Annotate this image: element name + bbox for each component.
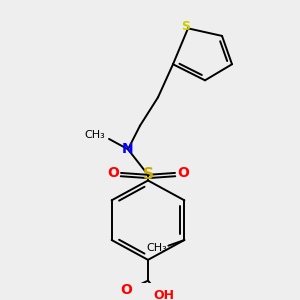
Text: O: O [120, 283, 132, 297]
Text: S: S [142, 167, 154, 182]
Text: CH₃: CH₃ [85, 130, 105, 140]
Text: O: O [177, 166, 189, 180]
Text: N: N [122, 142, 134, 156]
Text: S: S [182, 20, 190, 33]
Text: CH₃: CH₃ [146, 243, 167, 253]
Text: OH: OH [154, 289, 175, 300]
Text: O: O [107, 166, 119, 180]
